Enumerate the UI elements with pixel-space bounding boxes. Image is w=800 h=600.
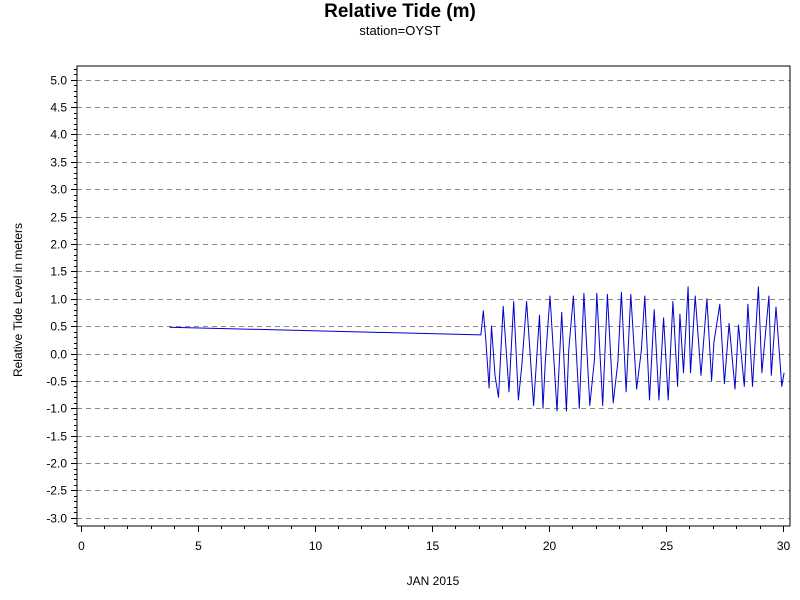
x-tick-label: 0 [78,539,85,553]
x-tick-label: 15 [426,539,440,553]
x-tick-label: 30 [777,539,791,553]
gridlines [77,80,790,519]
y-tick-label: 0.5 [50,320,67,334]
plot-area-frame [76,65,791,527]
y-axis-ticks: 5.0 4.5 4.0 3.5 3.0 2.5 2.0 1.5 1.0 0.5 0.0 -0.5 -1.… [46,69,77,526]
chart-subtitle: station=OYST [359,23,441,38]
x-axis-ticks: 0 5 10 15 20 25 30 [78,526,790,553]
x-tick-label: 5 [195,539,202,553]
y-tick-label: 2.0 [50,238,67,252]
x-tick-label: 25 [660,539,674,553]
y-tick-label: 3.5 [50,156,67,170]
y-tick-label: 0.0 [50,348,67,362]
y-tick-label: -3.0 [46,512,67,526]
y-tick-label: 4.0 [50,128,67,142]
x-axis-label: JAN 2015 [407,574,460,588]
y-axis-label: Relative Tide Level in meters [11,223,25,377]
y-tick-label: 1.5 [50,265,67,279]
y-tick-label: -1.5 [46,430,67,444]
y-tick-label: -0.5 [46,375,67,389]
tide-series-line [169,286,785,412]
y-tick-label: 2.5 [50,211,67,225]
y-tick-label: -2.0 [46,457,67,471]
x-tick-label: 20 [543,539,557,553]
y-tick-label: 3.0 [50,183,67,197]
y-tick-label: -1.0 [46,402,67,416]
chart-title: Relative Tide (m) [324,1,476,22]
y-tick-label: 4.5 [50,101,67,115]
y-tick-label: 1.0 [50,293,67,307]
y-tick-label: 5.0 [50,74,67,88]
x-tick-label: 10 [309,539,323,553]
series-layer [169,286,785,412]
y-tick-label: -2.5 [46,484,67,498]
